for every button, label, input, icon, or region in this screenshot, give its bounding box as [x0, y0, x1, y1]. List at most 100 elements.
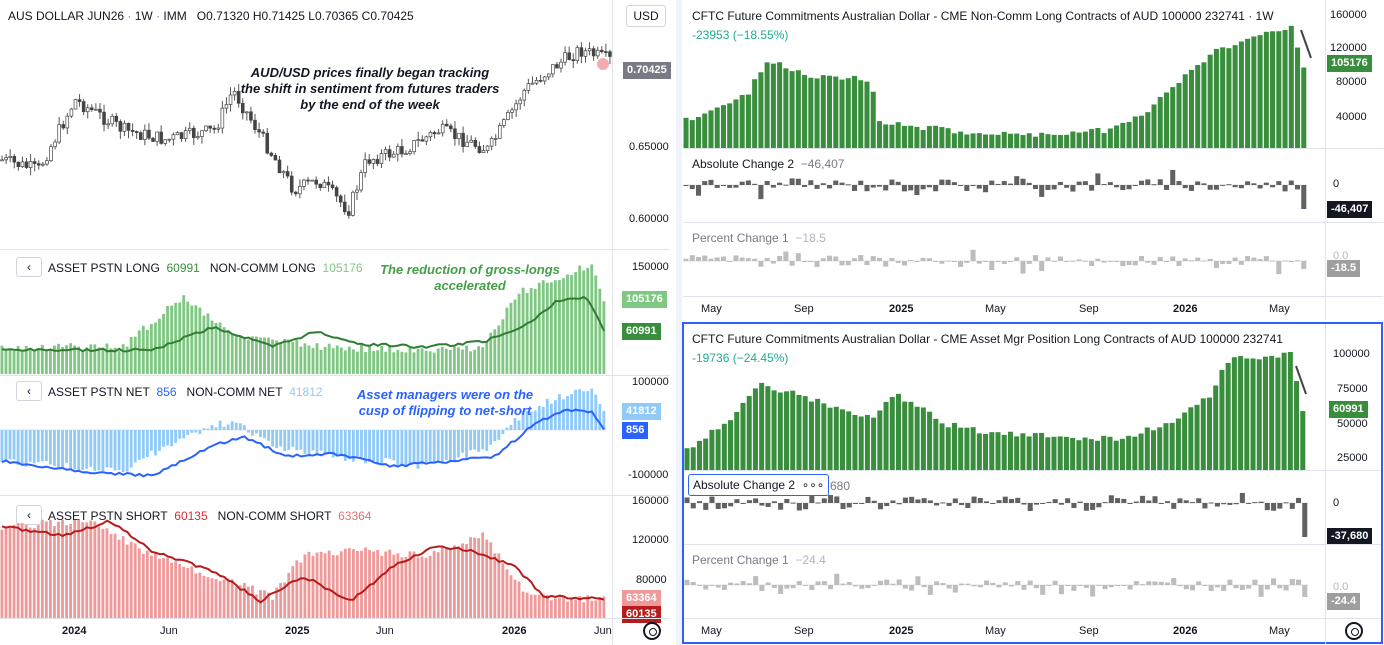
rb-main-bar [1300, 411, 1306, 470]
rb-main-bar [827, 407, 833, 470]
collapse-button[interactable]: ‹ [16, 381, 42, 401]
noncomm-long-bar [400, 351, 404, 374]
noncomm-short-bar [436, 552, 440, 618]
rt-main-bar [945, 128, 951, 148]
time-axis-label: 2025 [285, 625, 310, 637]
noncomm-long-bar [145, 329, 149, 374]
more-options-icon[interactable]: ∘∘∘ [801, 478, 825, 492]
currency-button[interactable]: USD [626, 5, 666, 27]
price-scale-border [612, 0, 613, 645]
pane-separator[interactable] [0, 375, 670, 376]
rb-axis: 100000 [1333, 348, 1370, 360]
pane-separator[interactable] [683, 148, 1383, 149]
pane-separator[interactable] [0, 495, 670, 496]
change-bar [703, 585, 709, 590]
noncomm-long-bar [210, 320, 214, 374]
rt-main-chart[interactable] [683, 0, 1325, 148]
noncomm-long-bar [517, 293, 521, 374]
noncomm-short-bar [61, 519, 64, 618]
change-bar [1014, 257, 1020, 261]
change-bar [839, 182, 845, 185]
collapse-button[interactable]: ‹ [16, 257, 42, 277]
short-chart[interactable] [0, 496, 612, 618]
change-bar [1277, 503, 1283, 509]
price-candle [232, 91, 237, 96]
noncomm-long-bar [218, 322, 222, 374]
rb-pct-chart[interactable] [684, 545, 1325, 617]
price-candle [338, 195, 343, 203]
rt-main-bar [876, 121, 882, 148]
price-candle [143, 129, 147, 140]
noncomm-short-bar [222, 579, 226, 618]
noncomm-short-bar [89, 520, 93, 618]
rt-pct-chart[interactable] [683, 223, 1325, 295]
noncomm-short-bar [149, 555, 153, 618]
long-value: 60991 [166, 261, 200, 275]
price-candle [604, 51, 608, 53]
change-bar [771, 585, 777, 588]
change-bar [702, 255, 708, 261]
interval[interactable]: 1W [134, 9, 153, 23]
noncomm-short-bar [8, 527, 12, 618]
change-bar [1208, 585, 1214, 591]
noncomm-long-bar [65, 345, 68, 374]
layout-splitter[interactable] [676, 0, 682, 645]
noncomm-net-bar [384, 430, 388, 459]
time-axis-label: 2025 [889, 625, 914, 637]
change-bar [965, 503, 971, 509]
pane-separator[interactable] [683, 222, 1383, 223]
change-bar [1271, 503, 1277, 511]
rb-main-bar [796, 394, 802, 470]
net-legend: ASSET PSTN NET 856 NON-COMM NET 41812 [48, 385, 323, 399]
pane-separator[interactable] [684, 470, 1381, 471]
pane-separator[interactable] [0, 249, 670, 250]
change-bar [1182, 185, 1188, 189]
noncomm-long-bar [440, 346, 444, 374]
change-bar [1121, 498, 1127, 503]
time-axis-label: Sep [1079, 303, 1099, 315]
rb-main-bar [1294, 381, 1300, 470]
time-axis-label: 2026 [1173, 303, 1198, 315]
rb-main-chart[interactable] [684, 324, 1325, 470]
noncomm-short-bar [347, 548, 351, 618]
settings-gear-icon[interactable] [1345, 622, 1363, 640]
change-bar [1095, 258, 1101, 261]
change-bar [1188, 185, 1194, 191]
change-bar [896, 579, 902, 585]
rt-main-bar [1176, 83, 1182, 148]
short-tag-noncomm: 63364 [622, 590, 661, 607]
rt-main-bar [1014, 133, 1020, 148]
noncomm-short-bar [24, 525, 28, 618]
change-bar [746, 583, 752, 585]
change-bar [859, 503, 865, 504]
pane-separator[interactable] [684, 544, 1381, 545]
active-chart-frame[interactable] [682, 322, 1383, 644]
noncomm-long-bar [541, 280, 545, 374]
price-candle [559, 61, 563, 69]
change-bar [852, 502, 859, 504]
collapse-button[interactable]: ‹ [16, 505, 42, 525]
noncomm-short-bar [586, 595, 590, 618]
noncomm-net-bar [0, 430, 4, 463]
rt-abs-chart[interactable] [683, 149, 1325, 221]
price-legend[interactable]: AUS DOLLAR JUN26 · 1W · IMM O0.71320 H0.… [8, 9, 414, 23]
change-bar [708, 258, 714, 261]
noncomm-long-bar [4, 350, 8, 374]
change-bar [1139, 180, 1145, 185]
noncomm-short-bar [602, 596, 606, 618]
noncomm-long-bar [85, 347, 89, 374]
long-chart[interactable] [0, 252, 612, 374]
rb-abs-legend[interactable]: Absolute Change 2 ∘∘∘ [688, 474, 830, 496]
change-bar [1151, 184, 1157, 186]
settings-gear-icon[interactable] [643, 622, 661, 640]
change-bar [1002, 582, 1008, 585]
rt-main-bar [1101, 133, 1107, 148]
change-bar [752, 258, 758, 261]
symbol-name[interactable]: AUS DOLLAR JUN26 [8, 9, 125, 23]
time-axis-label: Jun [594, 625, 612, 637]
rb-abs-chart[interactable] [684, 471, 1325, 543]
price-chart[interactable] [0, 30, 612, 248]
net-chart[interactable] [0, 376, 612, 494]
price-candle [595, 49, 600, 57]
noncomm-net-bar [198, 430, 202, 435]
